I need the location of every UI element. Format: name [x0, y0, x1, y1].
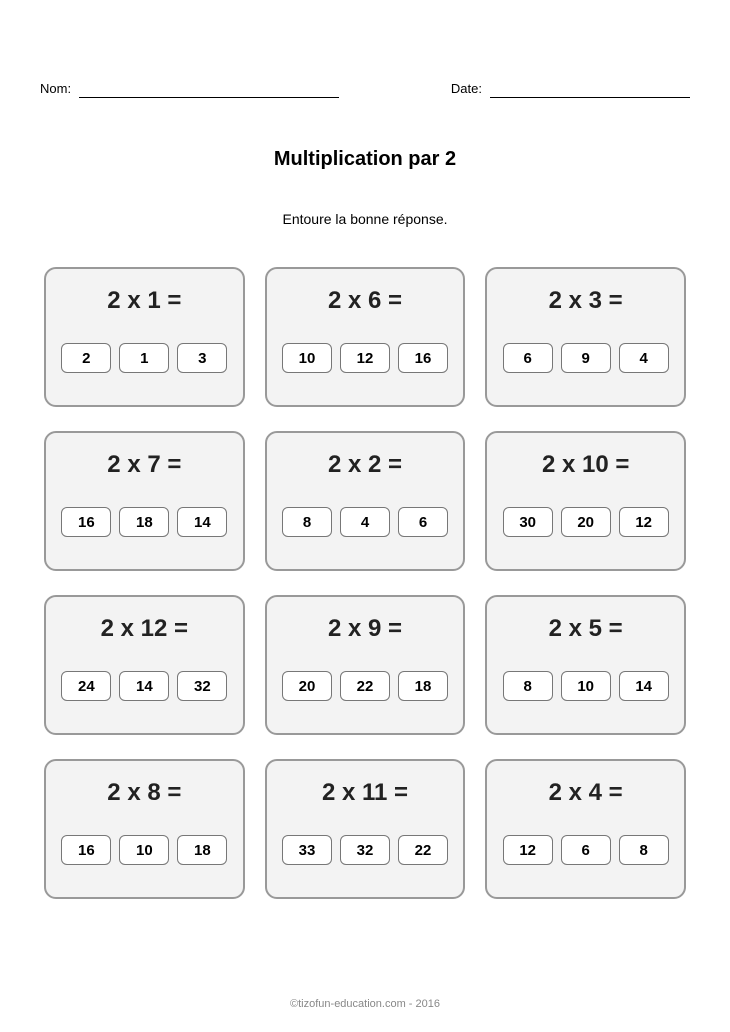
problem-card: 2 x 11 = 33 32 22: [265, 759, 466, 899]
problem-card: 2 x 9 = 20 22 18: [265, 595, 466, 735]
answer-option[interactable]: 2: [61, 343, 111, 373]
date-input-line[interactable]: [490, 80, 690, 98]
problem-text: 2 x 9 =: [328, 615, 402, 643]
answer-option[interactable]: 10: [119, 835, 169, 865]
answer-option[interactable]: 18: [119, 507, 169, 537]
problem-text: 2 x 8 =: [107, 779, 181, 807]
problem-card: 2 x 4 = 12 68: [485, 759, 686, 899]
problem-card: 2 x 7 = 16 18 14: [44, 431, 245, 571]
answer-option[interactable]: 12: [340, 343, 390, 373]
answer-option[interactable]: 24: [61, 671, 111, 701]
answer-option[interactable]: 8: [282, 507, 332, 537]
answer-option[interactable]: 12: [619, 507, 669, 537]
problem-card: 2 x 2 = 846: [265, 431, 466, 571]
answer-option[interactable]: 20: [561, 507, 611, 537]
problem-text: 2 x 4 =: [549, 779, 623, 807]
answer-option[interactable]: 16: [61, 835, 111, 865]
problem-card: 2 x 8 = 16 10 18: [44, 759, 245, 899]
answer-option[interactable]: 30: [503, 507, 553, 537]
answer-option[interactable]: 14: [119, 671, 169, 701]
answer-option[interactable]: 18: [177, 835, 227, 865]
problem-text: 2 x 3 =: [549, 287, 623, 315]
problem-card: 2 x 6 = 10 12 16: [265, 267, 466, 407]
option-row: 10 12 16: [277, 343, 454, 373]
answer-option[interactable]: 9: [561, 343, 611, 373]
problem-text: 2 x 2 =: [328, 451, 402, 479]
answer-option[interactable]: 3: [177, 343, 227, 373]
answer-option[interactable]: 6: [561, 835, 611, 865]
answer-option[interactable]: 20: [282, 671, 332, 701]
answer-option[interactable]: 32: [177, 671, 227, 701]
option-row: 24 14 32: [56, 671, 233, 701]
option-row: 30 20 12: [497, 507, 674, 537]
answer-option[interactable]: 1: [119, 343, 169, 373]
answer-option[interactable]: 10: [561, 671, 611, 701]
answer-option[interactable]: 16: [61, 507, 111, 537]
problem-text: 2 x 7 =: [107, 451, 181, 479]
option-row: 16 18 14: [56, 507, 233, 537]
problem-grid: 2 x 1 =2132 x 6 =1012162 x 3 =6942 x 7 =…: [40, 267, 690, 899]
name-label: Nom:: [40, 81, 71, 98]
option-row: 33 32 22: [277, 835, 454, 865]
problem-text: 2 x 10 =: [542, 451, 629, 479]
option-row: 8 10 14: [497, 671, 674, 701]
header-row: Nom: Date:: [40, 80, 690, 98]
answer-option[interactable]: 16: [398, 343, 448, 373]
answer-option[interactable]: 6: [503, 343, 553, 373]
page-title: Multiplication par 2: [40, 148, 690, 171]
problem-card: 2 x 5 = 8 10 14: [485, 595, 686, 735]
option-row: 846: [277, 507, 454, 537]
answer-option[interactable]: 6: [398, 507, 448, 537]
problem-text: 2 x 5 =: [549, 615, 623, 643]
answer-option[interactable]: 14: [619, 671, 669, 701]
footer-copyright: ©tizofun-education.com - 2016: [0, 998, 730, 1010]
date-label: Date:: [451, 81, 482, 98]
option-row: 16 10 18: [56, 835, 233, 865]
answer-option[interactable]: 22: [340, 671, 390, 701]
option-row: 12 68: [497, 835, 674, 865]
option-row: 694: [497, 343, 674, 373]
name-input-line[interactable]: [79, 80, 339, 98]
answer-option[interactable]: 8: [619, 835, 669, 865]
problem-text: 2 x 12 =: [101, 615, 188, 643]
problem-text: 2 x 1 =: [107, 287, 181, 315]
name-field: Nom:: [40, 80, 339, 98]
answer-option[interactable]: 22: [398, 835, 448, 865]
answer-option[interactable]: 4: [619, 343, 669, 373]
problem-text: 2 x 11 =: [322, 779, 408, 807]
option-row: 213: [56, 343, 233, 373]
problem-card: 2 x 3 = 694: [485, 267, 686, 407]
answer-option[interactable]: 33: [282, 835, 332, 865]
answer-option[interactable]: 8: [503, 671, 553, 701]
problem-text: 2 x 6 =: [328, 287, 402, 315]
answer-option[interactable]: 10: [282, 343, 332, 373]
answer-option[interactable]: 32: [340, 835, 390, 865]
answer-option[interactable]: 14: [177, 507, 227, 537]
answer-option[interactable]: 12: [503, 835, 553, 865]
instruction-text: Entoure la bonne réponse.: [40, 211, 690, 227]
problem-card: 2 x 10 = 30 20 12: [485, 431, 686, 571]
option-row: 20 22 18: [277, 671, 454, 701]
answer-option[interactable]: 4: [340, 507, 390, 537]
problem-card: 2 x 1 = 213: [44, 267, 245, 407]
problem-card: 2 x 12 = 24 14 32: [44, 595, 245, 735]
date-field: Date:: [451, 80, 690, 98]
answer-option[interactable]: 18: [398, 671, 448, 701]
